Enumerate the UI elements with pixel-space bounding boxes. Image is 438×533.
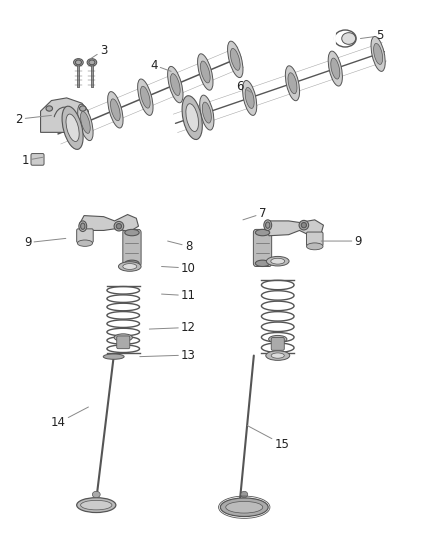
Ellipse shape (264, 220, 272, 230)
Ellipse shape (299, 220, 309, 230)
Ellipse shape (78, 104, 93, 141)
Ellipse shape (202, 102, 211, 123)
Ellipse shape (198, 54, 213, 90)
Text: 1: 1 (21, 154, 43, 167)
FancyBboxPatch shape (307, 232, 323, 246)
Ellipse shape (110, 99, 120, 121)
Ellipse shape (118, 262, 141, 271)
Ellipse shape (186, 104, 198, 132)
Text: 9: 9 (24, 236, 66, 249)
Ellipse shape (265, 222, 270, 228)
Ellipse shape (81, 111, 90, 133)
Ellipse shape (75, 60, 81, 64)
Ellipse shape (201, 61, 210, 83)
Ellipse shape (114, 221, 124, 231)
Text: 13: 13 (140, 349, 196, 361)
Ellipse shape (103, 354, 124, 359)
Text: 6: 6 (236, 80, 252, 93)
Ellipse shape (116, 223, 121, 229)
Ellipse shape (268, 335, 287, 343)
FancyBboxPatch shape (77, 229, 93, 243)
Ellipse shape (141, 86, 150, 108)
Text: 15: 15 (247, 425, 290, 450)
Ellipse shape (79, 221, 87, 231)
Ellipse shape (342, 33, 356, 44)
Ellipse shape (243, 80, 257, 116)
Ellipse shape (108, 92, 123, 128)
FancyBboxPatch shape (117, 336, 130, 349)
Ellipse shape (288, 73, 297, 94)
Text: 14: 14 (50, 407, 88, 430)
Text: 9: 9 (321, 235, 362, 247)
Ellipse shape (286, 66, 300, 101)
Ellipse shape (328, 51, 343, 86)
Ellipse shape (78, 240, 92, 246)
Text: 11: 11 (162, 289, 196, 302)
Ellipse shape (74, 59, 83, 66)
Ellipse shape (77, 498, 116, 513)
Ellipse shape (245, 87, 254, 108)
Ellipse shape (125, 229, 139, 236)
Ellipse shape (200, 95, 214, 130)
Polygon shape (265, 220, 323, 237)
Ellipse shape (87, 59, 97, 66)
Ellipse shape (255, 260, 270, 266)
Ellipse shape (170, 74, 180, 95)
FancyBboxPatch shape (271, 337, 284, 350)
Ellipse shape (271, 353, 284, 358)
Ellipse shape (168, 67, 183, 103)
Ellipse shape (226, 502, 263, 513)
Ellipse shape (266, 256, 289, 266)
Text: 2: 2 (15, 112, 51, 126)
FancyBboxPatch shape (123, 229, 141, 266)
Text: 8: 8 (168, 240, 192, 253)
Polygon shape (41, 98, 88, 132)
Text: 4: 4 (150, 59, 171, 71)
Ellipse shape (371, 36, 385, 71)
Ellipse shape (89, 60, 95, 64)
Ellipse shape (80, 106, 86, 111)
Ellipse shape (81, 223, 85, 229)
Ellipse shape (271, 259, 285, 264)
Text: 5: 5 (360, 29, 384, 42)
Text: 10: 10 (162, 262, 196, 274)
Ellipse shape (230, 49, 240, 70)
Ellipse shape (92, 491, 100, 498)
Ellipse shape (123, 264, 137, 269)
Ellipse shape (241, 491, 248, 498)
Ellipse shape (62, 106, 83, 149)
Ellipse shape (138, 79, 153, 116)
Ellipse shape (81, 500, 112, 510)
Ellipse shape (307, 243, 323, 250)
Ellipse shape (182, 96, 202, 140)
Polygon shape (80, 215, 138, 231)
Ellipse shape (255, 229, 270, 236)
FancyBboxPatch shape (253, 229, 272, 266)
Ellipse shape (374, 43, 383, 64)
Text: 7: 7 (243, 207, 266, 220)
Ellipse shape (66, 114, 79, 142)
Ellipse shape (228, 41, 243, 78)
Ellipse shape (331, 58, 340, 79)
Ellipse shape (266, 351, 290, 360)
Ellipse shape (125, 260, 139, 266)
Text: 12: 12 (149, 321, 196, 334)
FancyBboxPatch shape (31, 154, 44, 165)
Ellipse shape (301, 222, 307, 228)
Text: 3: 3 (91, 44, 107, 59)
Ellipse shape (220, 498, 268, 516)
Ellipse shape (114, 334, 132, 341)
Ellipse shape (46, 106, 53, 111)
